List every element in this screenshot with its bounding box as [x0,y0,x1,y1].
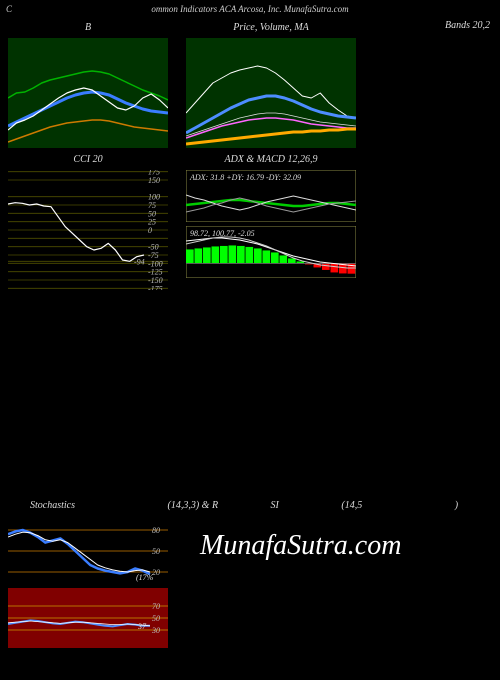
panel-adx-macd: ADX & MACD 12,26,9 ADX: 31.8 +DY: 16.79 … [186,154,356,290]
chart-macd: 98.72, 100.77, -2.05 [186,226,356,278]
chart-rsi: 70 50 30 37 [8,588,168,648]
chart-stoch: 805020(17% [8,516,168,586]
header-corner: C [6,4,12,14]
chart-cci: 1751501007550250-50-75-100-125-150-175-9… [8,170,168,290]
svg-text:-175: -175 [148,284,163,290]
cci-title: CCI 20 [8,154,168,168]
svg-text:70: 70 [152,602,160,611]
bbands-title: B [8,22,168,36]
stoch-title: Stochastics (14,3,3) & R SI (14,5 ) [30,500,470,511]
svg-text:50: 50 [152,547,160,556]
price-title: Price, Volume, MA [186,22,356,36]
panel-bbands: B [8,22,168,148]
svg-text:(17%: (17% [136,573,154,582]
svg-text:30: 30 [151,626,160,635]
svg-text:ADX: 31.8 +DY: 16.79 -DY: 32.0: ADX: 31.8 +DY: 16.79 -DY: 32.09 [189,173,301,182]
watermark: MunafaSutra.com [200,530,401,562]
chart-adx: ADX: 31.8 +DY: 16.79 -DY: 32.09 [186,170,356,222]
svg-text:0: 0 [148,226,152,235]
svg-text:37: 37 [137,622,147,631]
svg-text:80: 80 [152,526,160,535]
svg-text:-94: -94 [134,257,145,266]
adx-title: ADX & MACD 12,26,9 [186,154,356,168]
bands-label: Bands 20,2 [445,20,490,31]
chart-bbands [8,38,168,148]
panel-cci: CCI 20 1751501007550250-50-75-100-125-15… [8,154,168,290]
svg-text:150: 150 [148,176,160,185]
header-title: ommon Indicators ACA Arcosa, Inc. Munafa… [151,4,348,14]
svg-text:50: 50 [152,614,160,623]
chart-price [186,38,356,148]
panel-price: Price, Volume, MA [186,22,356,148]
